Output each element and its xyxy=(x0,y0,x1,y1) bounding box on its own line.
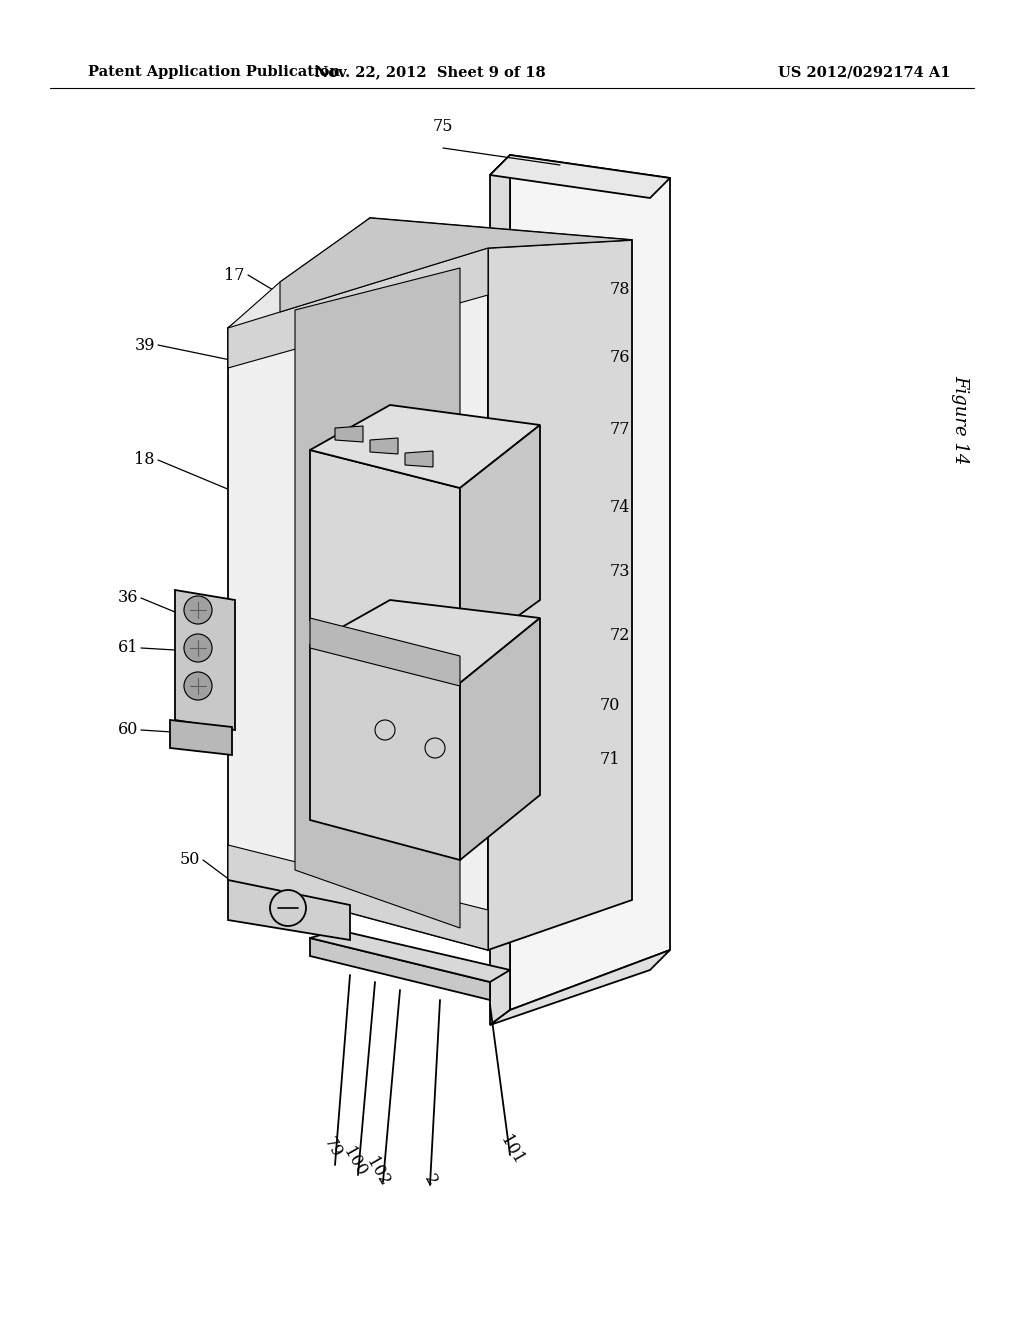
Polygon shape xyxy=(310,405,540,488)
Circle shape xyxy=(184,597,212,624)
Text: 72: 72 xyxy=(610,627,631,644)
Polygon shape xyxy=(175,590,234,730)
Polygon shape xyxy=(370,438,398,454)
Polygon shape xyxy=(510,154,670,1010)
Polygon shape xyxy=(490,950,670,1026)
Polygon shape xyxy=(228,880,350,940)
Text: Figure 14: Figure 14 xyxy=(951,375,969,465)
Polygon shape xyxy=(310,618,460,686)
Polygon shape xyxy=(335,426,362,442)
Text: 78: 78 xyxy=(610,281,631,298)
Text: 60: 60 xyxy=(118,722,138,738)
Polygon shape xyxy=(310,645,460,861)
Polygon shape xyxy=(310,939,490,1001)
Polygon shape xyxy=(490,154,670,198)
Circle shape xyxy=(184,672,212,700)
Polygon shape xyxy=(460,618,540,861)
Polygon shape xyxy=(460,425,540,657)
Text: 70: 70 xyxy=(600,697,621,714)
Circle shape xyxy=(270,890,306,927)
Polygon shape xyxy=(310,931,510,982)
Polygon shape xyxy=(228,845,488,950)
Text: 39: 39 xyxy=(134,337,155,354)
Text: 61: 61 xyxy=(118,639,138,656)
Polygon shape xyxy=(170,719,232,755)
Polygon shape xyxy=(488,240,632,950)
Text: 76: 76 xyxy=(610,350,631,367)
Polygon shape xyxy=(406,451,433,467)
Text: 100: 100 xyxy=(340,1144,370,1180)
Text: US 2012/0292174 A1: US 2012/0292174 A1 xyxy=(777,65,950,79)
Polygon shape xyxy=(310,450,460,657)
Polygon shape xyxy=(228,218,632,327)
Polygon shape xyxy=(228,248,488,368)
Text: 101: 101 xyxy=(497,1133,527,1167)
Text: 18: 18 xyxy=(134,451,155,469)
Text: Nov. 22, 2012  Sheet 9 of 18: Nov. 22, 2012 Sheet 9 of 18 xyxy=(314,65,546,79)
Polygon shape xyxy=(295,268,460,928)
Text: 79: 79 xyxy=(321,1135,345,1162)
Text: 2: 2 xyxy=(420,1171,440,1188)
Polygon shape xyxy=(280,218,632,312)
Text: 50: 50 xyxy=(179,851,200,869)
Text: 75: 75 xyxy=(433,117,454,135)
Polygon shape xyxy=(228,218,370,350)
Text: Patent Application Publication: Patent Application Publication xyxy=(88,65,340,79)
Text: 36: 36 xyxy=(118,590,138,606)
Text: 73: 73 xyxy=(610,564,631,581)
Circle shape xyxy=(184,634,212,663)
Text: 102: 102 xyxy=(364,1155,393,1189)
Polygon shape xyxy=(228,248,488,950)
Text: 17: 17 xyxy=(224,267,245,284)
Text: 71: 71 xyxy=(600,751,621,768)
Polygon shape xyxy=(490,154,510,1026)
Text: 77: 77 xyxy=(610,421,631,438)
Polygon shape xyxy=(310,601,540,682)
Text: 74: 74 xyxy=(610,499,631,516)
